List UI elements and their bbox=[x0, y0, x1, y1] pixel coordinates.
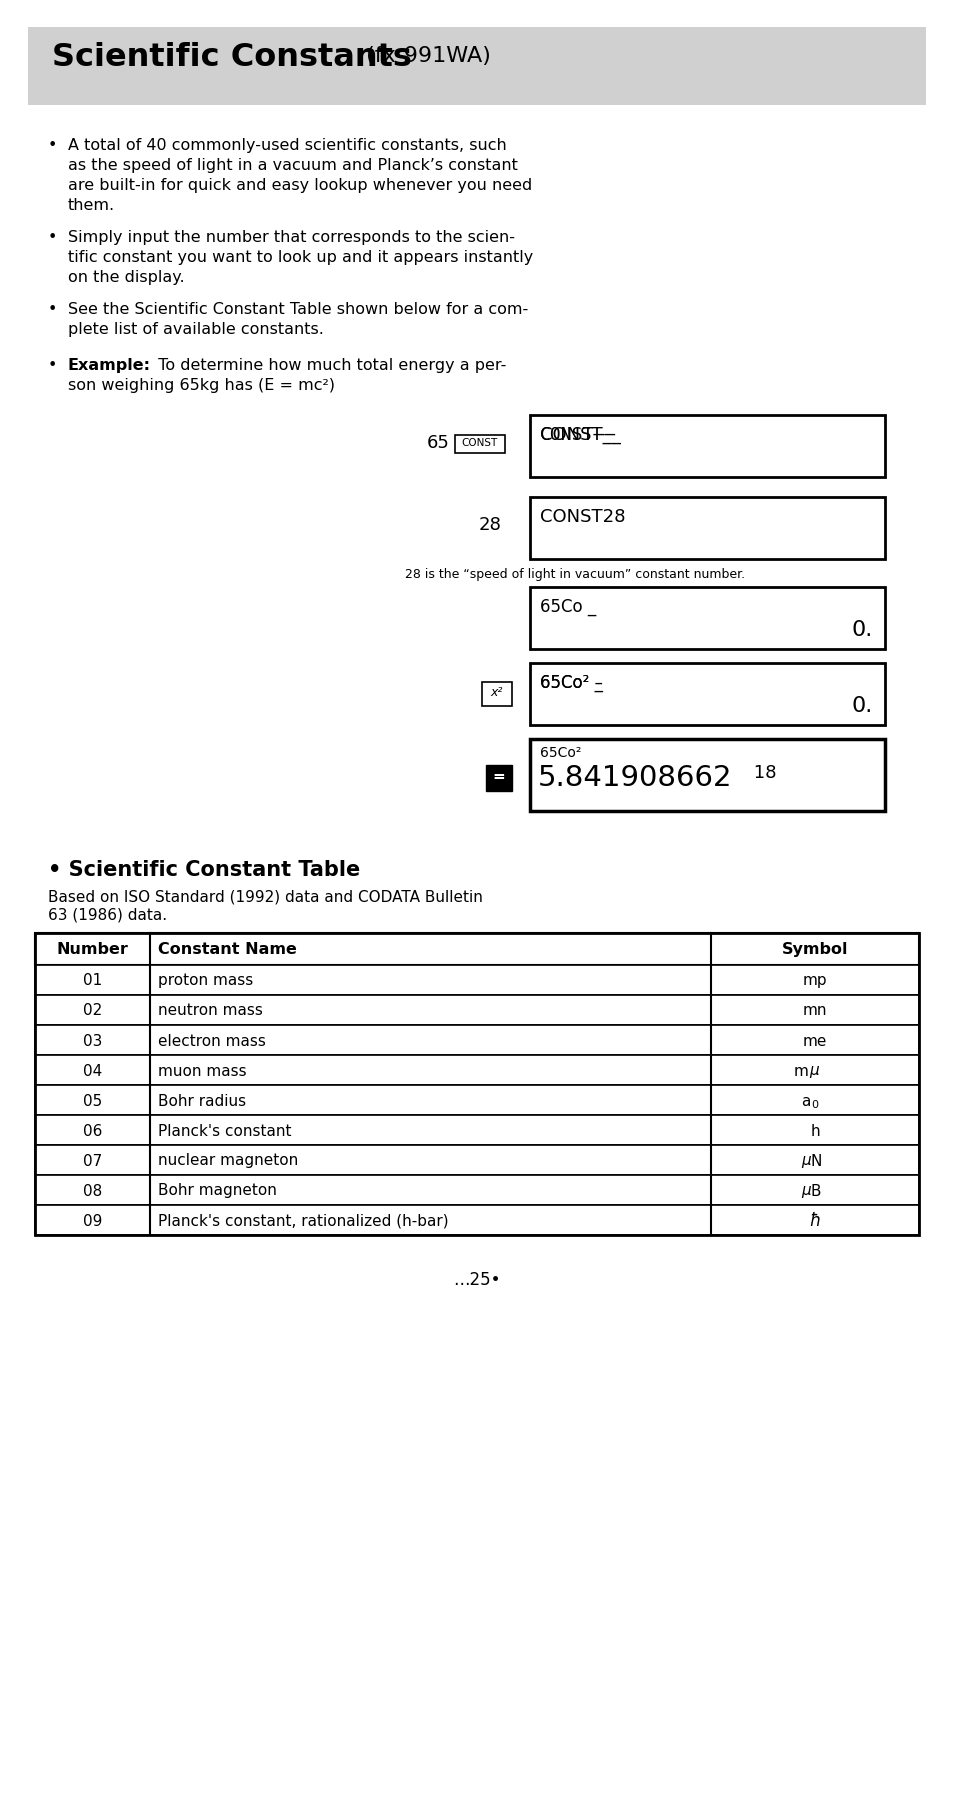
Text: A total of 40 commonly-used scientific constants, such: A total of 40 commonly-used scientific c… bbox=[68, 137, 506, 154]
Text: ħ: ħ bbox=[808, 1211, 820, 1229]
Text: Number: Number bbox=[56, 941, 129, 958]
Text: To determine how much total energy a per-: To determine how much total energy a per… bbox=[148, 358, 506, 372]
Text: 06: 06 bbox=[83, 1122, 102, 1138]
Text: neutron mass: neutron mass bbox=[158, 1003, 263, 1017]
Text: 0.: 0. bbox=[851, 620, 872, 640]
Text: tific constant you want to look up and it appears instantly: tific constant you want to look up and i… bbox=[68, 249, 533, 266]
Text: nuclear magneton: nuclear magneton bbox=[158, 1153, 298, 1167]
Text: …25•: …25• bbox=[453, 1270, 500, 1288]
Text: •: • bbox=[48, 358, 57, 372]
Bar bbox=[35, 934, 918, 1236]
Text: Based on ISO Standard (1992) data and CODATA Bulletin: Based on ISO Standard (1992) data and CO… bbox=[48, 889, 482, 905]
Bar bbox=[481, 683, 512, 707]
Text: Simply input the number that corresponds to the scien-: Simply input the number that corresponds… bbox=[68, 229, 515, 246]
Text: 0: 0 bbox=[810, 1099, 817, 1109]
Text: a: a bbox=[801, 1093, 810, 1108]
Bar bbox=[455, 435, 504, 454]
Text: 08: 08 bbox=[83, 1184, 102, 1198]
Text: CONST__: CONST__ bbox=[539, 426, 620, 445]
Bar bbox=[530, 416, 884, 477]
Text: m: m bbox=[793, 1063, 808, 1079]
Text: μ: μ bbox=[808, 1063, 818, 1079]
Bar bbox=[35, 1086, 918, 1115]
Bar bbox=[530, 587, 884, 651]
Text: x²: x² bbox=[490, 685, 502, 699]
Bar bbox=[530, 739, 884, 811]
Text: • Scientific Constant Table: • Scientific Constant Table bbox=[48, 860, 360, 880]
Text: 5.841908662: 5.841908662 bbox=[537, 764, 732, 791]
Text: 03: 03 bbox=[83, 1034, 102, 1048]
Bar bbox=[35, 1025, 918, 1055]
Text: B: B bbox=[810, 1184, 821, 1198]
Text: mn: mn bbox=[801, 1003, 826, 1017]
Text: •: • bbox=[48, 302, 57, 316]
Text: them.: them. bbox=[68, 199, 115, 213]
Text: CONST——: CONST—— bbox=[539, 426, 616, 445]
Text: Bohr magneton: Bohr magneton bbox=[158, 1184, 276, 1198]
Text: 18: 18 bbox=[747, 764, 776, 782]
Text: proton mass: proton mass bbox=[158, 972, 253, 988]
Bar bbox=[530, 663, 884, 726]
Text: are built-in for quick and easy lookup whenever you need: are built-in for quick and easy lookup w… bbox=[68, 177, 532, 193]
Bar bbox=[35, 965, 918, 996]
Text: •: • bbox=[48, 229, 57, 246]
Text: as the speed of light in a vacuum and Planck’s constant: as the speed of light in a vacuum and Pl… bbox=[68, 157, 517, 173]
Text: h: h bbox=[809, 1122, 819, 1138]
Text: 09: 09 bbox=[83, 1212, 102, 1227]
Text: (fx-991WA): (fx-991WA) bbox=[358, 45, 491, 67]
Text: Bohr radius: Bohr radius bbox=[158, 1093, 246, 1108]
Text: Example:: Example: bbox=[68, 358, 151, 372]
Text: electron mass: electron mass bbox=[158, 1034, 266, 1048]
Text: 05: 05 bbox=[83, 1093, 102, 1108]
Text: 65Co²: 65Co² bbox=[539, 746, 580, 759]
Bar bbox=[485, 766, 512, 791]
Text: N: N bbox=[810, 1153, 821, 1167]
Text: 65Co² –: 65Co² – bbox=[539, 674, 602, 692]
Text: μ: μ bbox=[801, 1184, 810, 1198]
Bar bbox=[35, 1205, 918, 1236]
Text: 02: 02 bbox=[83, 1003, 102, 1017]
Text: CONST: CONST bbox=[461, 437, 497, 448]
Text: Planck's constant: Planck's constant bbox=[158, 1122, 292, 1138]
Text: =: = bbox=[492, 768, 505, 784]
Text: muon mass: muon mass bbox=[158, 1063, 247, 1079]
Bar bbox=[28, 27, 925, 107]
Text: plete list of available constants.: plete list of available constants. bbox=[68, 322, 323, 336]
Bar bbox=[35, 1146, 918, 1175]
Text: Constant Name: Constant Name bbox=[158, 941, 296, 958]
Text: 07: 07 bbox=[83, 1153, 102, 1167]
Text: me: me bbox=[802, 1034, 826, 1048]
Text: Symbol: Symbol bbox=[781, 941, 847, 958]
Text: •: • bbox=[48, 137, 57, 154]
Text: Scientific Constants: Scientific Constants bbox=[52, 42, 412, 72]
Text: son weighing 65kg has (E = mc²): son weighing 65kg has (E = mc²) bbox=[68, 378, 335, 392]
Text: 28 is the “speed of light in vacuum” constant number.: 28 is the “speed of light in vacuum” con… bbox=[405, 567, 744, 580]
Text: 28: 28 bbox=[478, 515, 501, 533]
Text: 65: 65 bbox=[427, 434, 450, 452]
Text: See the Scientific Constant Table shown below for a com-: See the Scientific Constant Table shown … bbox=[68, 302, 528, 316]
Text: μ: μ bbox=[801, 1153, 810, 1167]
Text: 65Co² _: 65Co² _ bbox=[539, 674, 602, 692]
Text: CONST28: CONST28 bbox=[539, 508, 625, 526]
Text: 63 (1986) data.: 63 (1986) data. bbox=[48, 907, 167, 923]
Text: 01: 01 bbox=[83, 972, 102, 988]
Text: 65Co _: 65Co _ bbox=[539, 598, 596, 616]
Bar bbox=[35, 934, 918, 965]
Text: Planck's constant, rationalized (h-bar): Planck's constant, rationalized (h-bar) bbox=[158, 1212, 448, 1227]
Bar bbox=[35, 1175, 918, 1205]
Bar bbox=[35, 1115, 918, 1146]
Bar bbox=[35, 996, 918, 1025]
Bar bbox=[35, 1055, 918, 1086]
Text: 0.: 0. bbox=[851, 696, 872, 716]
Text: mp: mp bbox=[801, 972, 826, 988]
Bar bbox=[530, 497, 884, 560]
Text: 04: 04 bbox=[83, 1063, 102, 1079]
Text: on the display.: on the display. bbox=[68, 269, 185, 286]
